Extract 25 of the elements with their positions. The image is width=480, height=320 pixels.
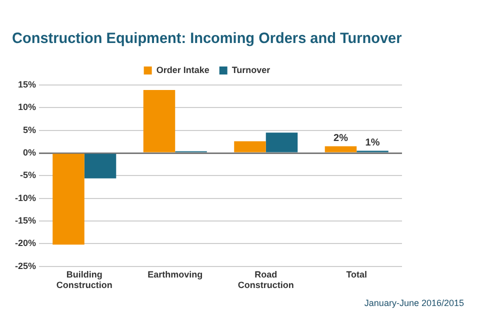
data-label: 2% [334, 132, 348, 144]
y-tick-label: 0% [22, 148, 36, 158]
bar [234, 141, 266, 152]
x-tick-label: Road Construction [238, 269, 294, 290]
y-tick-label: -10% [14, 192, 36, 203]
y-tick-label: 5% [22, 124, 36, 135]
y-tick-label: -25% [14, 260, 36, 271]
bar [324, 146, 357, 152]
x-tick-label: Total [346, 269, 368, 280]
chart-title: Construction Equipment: Incoming Orders and Turnover [12, 30, 402, 48]
bar [266, 132, 298, 152]
x-tick-label: Building Construction [56, 269, 112, 290]
legend-label: Order Intake [156, 64, 210, 75]
y-tick-label: 15% [18, 79, 36, 90]
y-tick-label: -15% [14, 216, 36, 226]
legend-label: Turnover [232, 64, 271, 75]
x-tick-label: Earthmoving [148, 269, 203, 280]
y-tick-label: -20% [14, 238, 36, 248]
text: January-June 2016/2015 [364, 298, 464, 308]
bar [52, 154, 84, 245]
y-tick-label: -5% [20, 170, 36, 180]
y-tick-label: 10% [18, 102, 36, 112]
bar [84, 154, 116, 178]
bar [143, 90, 176, 152]
data-label: 1% [365, 138, 380, 149]
